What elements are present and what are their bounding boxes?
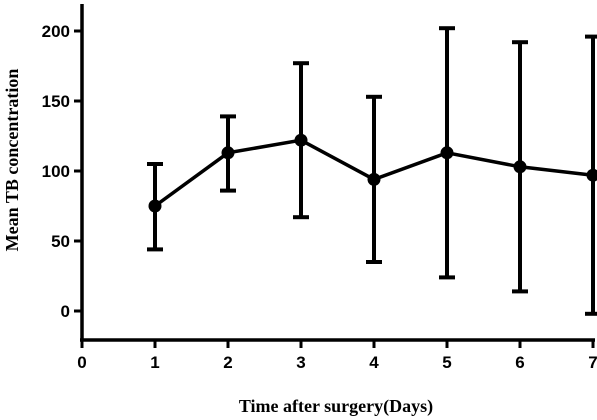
x-tick-label: 0 [77,353,86,372]
x-tick-label: 7 [588,353,597,372]
x-tick-label: 4 [369,353,379,372]
x-axis-title: Time after surgery(Days) [239,396,433,417]
data-point [586,168,597,182]
x-tick-label: 2 [223,353,232,372]
x-tick-label: 6 [515,353,524,372]
y-tick-label: 50 [51,232,70,251]
x-tick-label: 3 [296,353,305,372]
data-point [148,199,162,213]
x-tick-label: 5 [442,353,451,372]
data-point [513,160,527,174]
data-point [367,172,381,186]
y-tick-label: 0 [61,302,70,321]
y-axis-title: Mean TB concentration [2,69,22,252]
data-point [294,133,308,147]
y-tick-label: 150 [42,92,70,111]
data-series [147,26,597,316]
x-tick-label: 1 [150,353,159,372]
axes: 0 50 100 150 200 0 1 2 3 4 5 6 7 [42,4,597,372]
y-tick-label: 200 [42,22,70,41]
data-point [440,146,454,160]
data-point [221,146,235,160]
y-tick-label: 100 [42,162,70,181]
